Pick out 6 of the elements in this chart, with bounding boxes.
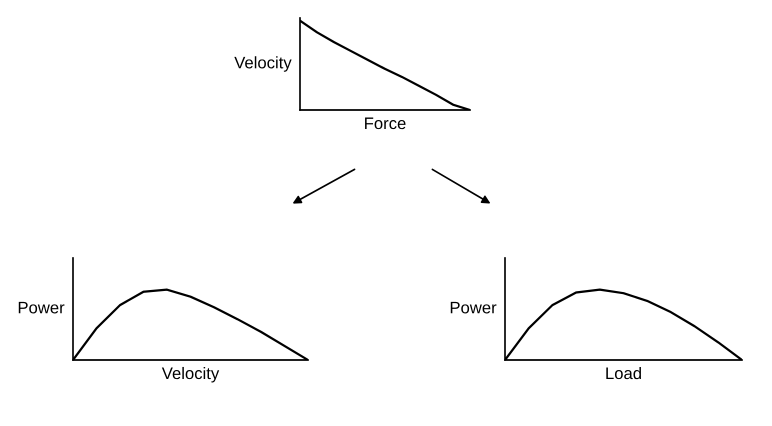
x-axis-title: Load (606, 366, 641, 380)
y-axis-title: Power (450, 302, 496, 314)
x-axis-title: Velocity (162, 366, 220, 382)
x-axis-title: Force (365, 118, 406, 130)
y-axis-title: Power (18, 302, 64, 314)
y-axis-title: Velocity (234, 56, 292, 72)
